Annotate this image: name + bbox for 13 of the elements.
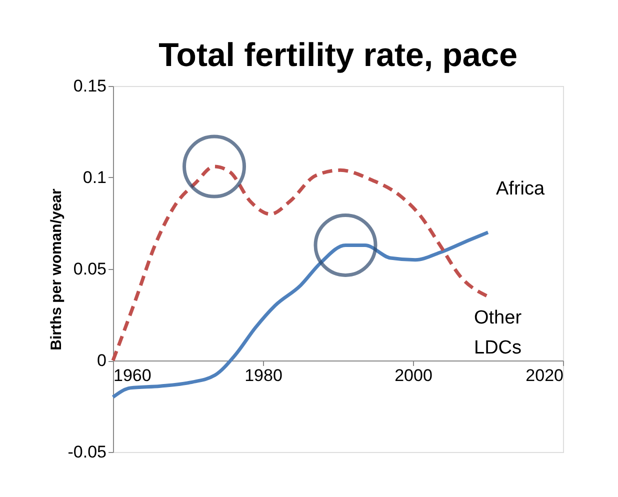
- y-tick-label: 0: [97, 351, 106, 370]
- x-tick-label: 1980: [244, 366, 282, 385]
- x-tick-label: 2020: [526, 366, 564, 385]
- series-label: Africa: [496, 178, 545, 200]
- series-label: Other LDCs: [474, 307, 522, 358]
- x-tick-label: 1960: [114, 366, 152, 385]
- x-tick-label: 2000: [394, 366, 432, 385]
- y-tick-label: 0.05: [73, 260, 106, 278]
- y-axis-title: Births per woman/year: [48, 188, 65, 350]
- chart-title: Total fertility rate, pace: [158, 36, 518, 73]
- y-tick-label: -0.05: [68, 442, 106, 462]
- y-tick-label: 0.15: [73, 76, 106, 96]
- y-tick-label: 0.1: [82, 168, 106, 187]
